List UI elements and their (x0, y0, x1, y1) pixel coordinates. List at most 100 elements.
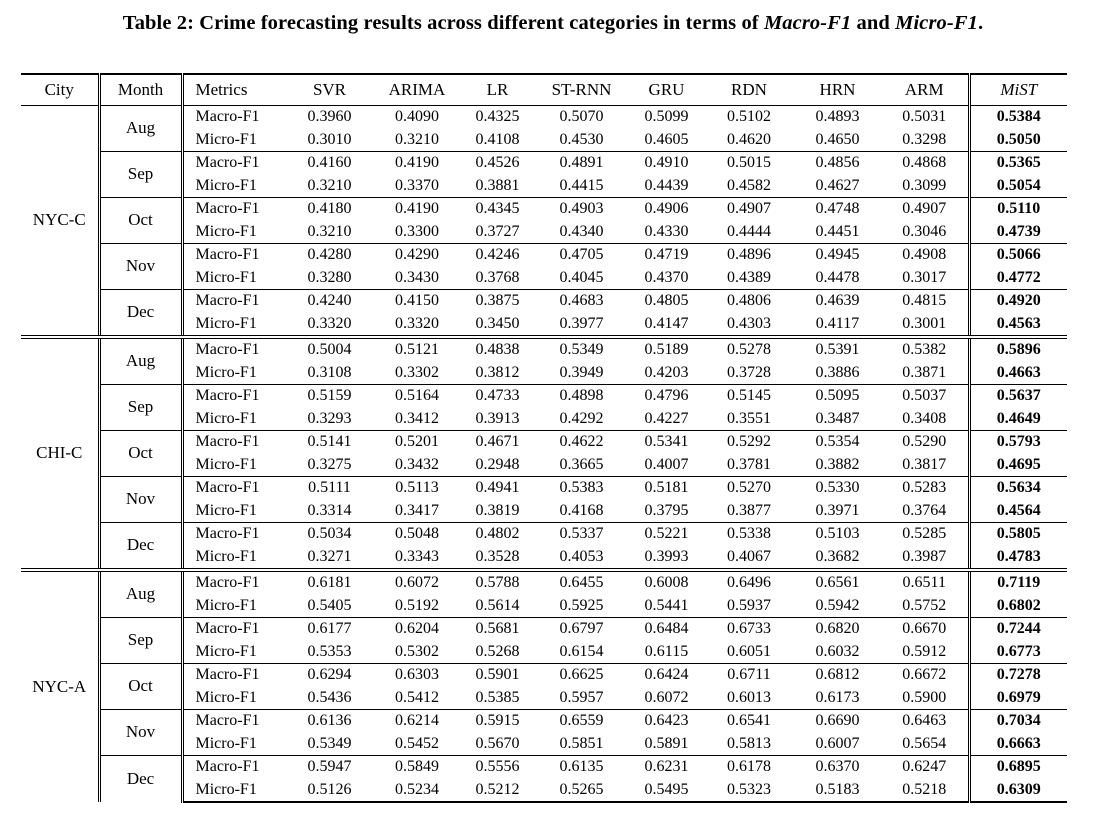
value-cell: 0.6231 (629, 755, 704, 779)
value-cell: 0.3300 (395, 222, 439, 240)
value-cell: 0.5385 (475, 688, 520, 706)
value-cell: 0.5338 (704, 522, 794, 546)
table-row: Micro-F1 0.5349 0.5452 0.5670 0.5851 0.5891 0.… (21, 732, 1067, 756)
value-cell: 0.5031 (902, 108, 947, 125)
metric-cell: Micro-F1 (195, 596, 257, 614)
value-cell: 0.5337 (534, 522, 629, 546)
value-cell: 0.5354 (794, 430, 881, 454)
value-cell: 0.4147 (644, 314, 689, 332)
value-cell: 0.6204 (373, 617, 461, 641)
value-cell: 0.4945 (794, 243, 881, 267)
metric-cell: Macro-F1 (195, 108, 260, 125)
value-cell: 0.6154 (559, 642, 604, 660)
value-cell: 0.6032 (815, 642, 860, 660)
value-cell: 0.5851 (559, 734, 604, 752)
value-cell: 0.4815 (881, 289, 969, 313)
mist-value-cell: 0.4695 (967, 453, 1067, 477)
table-row: Micro-F1 0.5405 0.5192 0.5614 0.5925 0.5441 0.… (21, 594, 1067, 618)
value-cell: 0.3728 (727, 363, 771, 381)
value-cell: 0.5290 (881, 430, 969, 454)
table-row: Dec Macro-F1 0.4240 0.4150 0.3875 0.4683 0.480… (21, 289, 1067, 337)
value-cell: 0.4903 (534, 197, 629, 221)
caption-metric-micro: Micro-F1 (895, 12, 978, 34)
value-cell: 0.5048 (373, 522, 461, 546)
month-cell: Oct (99, 430, 184, 477)
header-mist: MiST (967, 74, 1067, 106)
value-cell: 0.6541 (704, 709, 794, 733)
value-cell: 0.3417 (395, 501, 439, 519)
value-cell: 0.4582 (727, 176, 771, 194)
value-cell: 0.5126 (286, 778, 373, 803)
value-cell: 0.4451 (815, 222, 860, 240)
value-cell: 0.5614 (475, 596, 520, 614)
value-cell: 0.3886 (815, 363, 860, 381)
value-cell: 0.5095 (794, 384, 881, 408)
table-row: Micro-F1 0.3210 0.3300 0.3727 0.4340 0.4330 0.… (21, 220, 1067, 244)
value-cell: 0.6008 (629, 568, 704, 595)
mist-value-cell: 0.7278 (967, 663, 1067, 687)
value-cell: 0.5268 (475, 642, 520, 660)
header-svr: SVR (312, 80, 347, 99)
value-cell: 0.4856 (794, 151, 881, 175)
header-hrn: HRN (819, 80, 856, 99)
mist-value-cell: 0.7034 (967, 709, 1067, 733)
value-cell: 0.5221 (629, 522, 704, 546)
value-cell: 0.5452 (395, 734, 439, 752)
value-cell: 0.4389 (727, 268, 771, 286)
value-cell: 0.5942 (815, 596, 860, 614)
mist-value-cell: 0.5110 (967, 197, 1067, 221)
value-cell: 0.3001 (902, 314, 947, 332)
mist-value-cell: 0.4663 (967, 361, 1067, 385)
mist-value-cell: 0.4920 (967, 289, 1067, 313)
value-cell: 0.4190 (373, 197, 461, 221)
table-row: Oct Macro-F1 0.4180 0.4190 0.4345 0.4903 0.490… (21, 197, 1067, 244)
value-cell: 0.6072 (644, 688, 689, 706)
value-cell: 0.5201 (373, 430, 461, 454)
value-cell: 0.3913 (475, 409, 520, 427)
value-cell: 0.3280 (307, 268, 352, 286)
header-city: City (21, 74, 101, 106)
value-cell: 0.5212 (461, 778, 534, 803)
value-cell: 0.3960 (307, 108, 352, 125)
metric-cell: Micro-F1 (195, 130, 257, 148)
value-cell: 0.5891 (644, 734, 689, 752)
mist-value-cell: 0.5896 (967, 335, 1067, 362)
value-cell: 0.4340 (559, 222, 604, 240)
value-cell: 0.4898 (534, 384, 629, 408)
value-cell: 0.4303 (727, 314, 771, 332)
value-cell: 0.4415 (559, 176, 604, 194)
value-cell: 0.4796 (629, 384, 704, 408)
metric-cell: Macro-F1 (182, 430, 286, 454)
value-cell: 0.4650 (815, 130, 860, 148)
value-cell: 0.3412 (395, 409, 439, 427)
value-cell: 0.3408 (902, 409, 947, 427)
value-cell: 0.3871 (902, 363, 947, 381)
mist-value-cell: 0.6773 (967, 640, 1067, 664)
value-cell: 0.6294 (286, 663, 373, 687)
mist-value-cell: 0.5384 (967, 105, 1067, 129)
table-row: NYC-C Aug Macro-F1 0.3960 0.4090 0.4325 0.5070… (21, 105, 1067, 337)
mist-value-cell: 0.5066 (967, 243, 1067, 267)
value-cell: 0.4227 (644, 409, 689, 427)
value-cell: 0.6115 (644, 642, 689, 660)
month-cell: Oct (99, 663, 184, 710)
value-cell: 0.6559 (534, 709, 629, 733)
value-cell: 0.5121 (373, 335, 461, 362)
header-rdn: RDN (731, 80, 767, 99)
header-gru: GRU (648, 80, 685, 99)
value-cell: 0.3302 (395, 363, 439, 381)
city-cell: CHI-C (21, 335, 101, 570)
value-cell: 0.4280 (286, 243, 373, 267)
value-cell: 0.3108 (307, 363, 352, 381)
table-row: NYC-A Aug Macro-F1 0.6181 0.6072 0.5788 0.6455… (21, 568, 1067, 802)
month-cell: Dec (99, 289, 184, 337)
value-cell: 0.6303 (373, 663, 461, 687)
header-month: Month (99, 74, 184, 106)
value-cell: 0.4203 (644, 363, 689, 381)
value-cell: 0.4907 (881, 197, 969, 221)
table-row: Micro-F1 0.3320 0.3320 0.3450 0.3977 0.4147 0.… (21, 312, 1067, 337)
value-cell: 0.3764 (902, 501, 947, 519)
table-row: Micro-F1 0.3280 0.3430 0.3768 0.4045 0.4370 0.… (21, 266, 1067, 290)
value-cell: 0.5925 (559, 596, 604, 614)
value-cell: 0.3320 (395, 314, 439, 332)
